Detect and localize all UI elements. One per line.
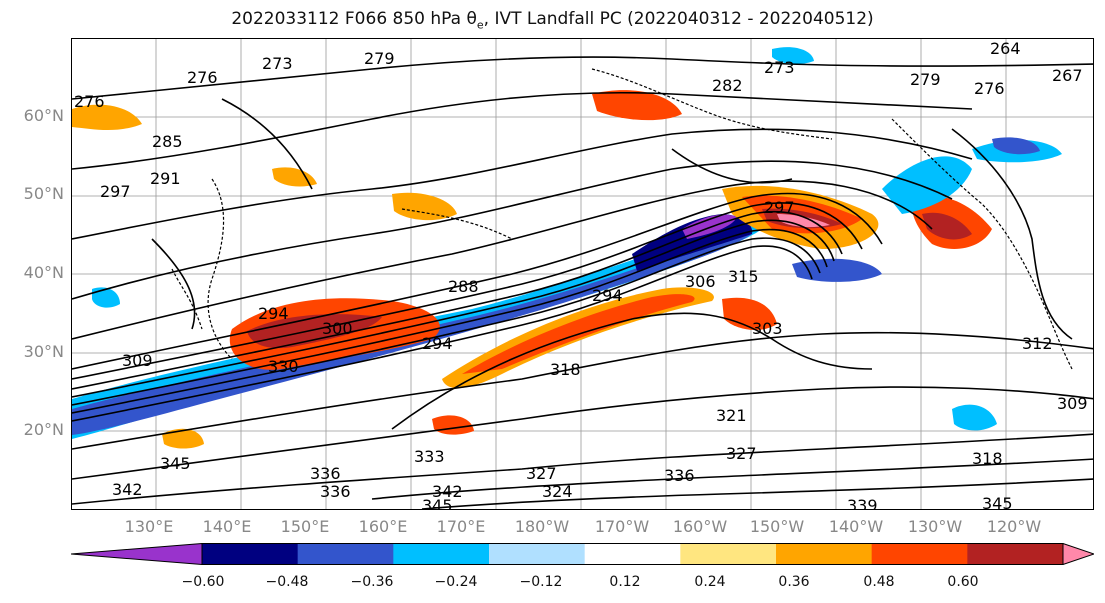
contour-label: 267 — [1052, 66, 1083, 85]
contour-label: 321 — [716, 406, 747, 425]
lon-label: 180°W — [514, 517, 570, 536]
lon-label: 170°W — [594, 517, 650, 536]
lon-label: 170°E — [436, 517, 486, 536]
coastlines — [171, 68, 1073, 370]
contour-label: 318 — [550, 360, 581, 379]
contour-label: 336 — [320, 482, 351, 501]
contour-label: 309 — [1057, 394, 1088, 413]
contour-label: 294 — [258, 304, 289, 323]
colorbar-segment — [967, 543, 1064, 565]
colorbar-segment — [489, 543, 586, 565]
contour-label: 327 — [526, 464, 557, 483]
contour-label: 279 — [364, 49, 395, 68]
contour-label: 276 — [187, 68, 218, 87]
contour-label: 276 — [74, 92, 105, 111]
contour-label: 345 — [422, 496, 453, 510]
contour-label: 300 — [322, 319, 353, 338]
graticule — [72, 39, 1093, 509]
colorbar-tick: −0.36 — [350, 574, 394, 590]
colorbar-segment — [871, 543, 968, 565]
colorbar-tick: −0.24 — [434, 574, 478, 590]
contour-label: 297 — [764, 198, 795, 217]
colorbar-segment — [776, 543, 873, 565]
theta-e-contours — [72, 56, 1093, 509]
colorbar-tick: −0.12 — [519, 574, 563, 590]
contour-label: 282 — [712, 76, 743, 95]
contour-label: 312 — [1022, 334, 1053, 353]
colorbar-segment — [584, 543, 681, 565]
contour-label: 276 — [974, 79, 1005, 98]
colorbar-segment — [202, 543, 299, 565]
colorbar-tick: −0.60 — [181, 574, 225, 590]
contour-label-group: 276 276 273 279 264 267 282 273 276 279 … — [74, 39, 1088, 510]
contour-label: 273 — [262, 54, 293, 73]
colorbar-tick: 0.36 — [778, 574, 810, 590]
lat-label: 60°N — [23, 106, 64, 125]
contour-label: 306 — [685, 272, 716, 291]
contour-label: 336 — [664, 466, 695, 485]
contour-label: 294 — [592, 286, 623, 305]
lon-label: 160°E — [358, 517, 408, 536]
contour-label: 291 — [150, 169, 181, 188]
contour-label: 339 — [847, 496, 878, 510]
contour-label: 336 — [310, 464, 341, 483]
colorbar-extend-low — [71, 543, 202, 565]
lon-label: 130°E — [124, 517, 174, 536]
lon-label: 150°E — [280, 517, 330, 536]
contour-label: 345 — [982, 494, 1013, 510]
ivt-shading — [72, 47, 1062, 449]
colorbar-tick: 0.12 — [609, 574, 641, 590]
colorbar-tick: 0.60 — [947, 574, 979, 590]
lon-label: 150°W — [749, 517, 805, 536]
colorbar-tick: 0.48 — [863, 574, 895, 590]
contour-label: 264 — [990, 39, 1021, 58]
colorbar-extend-high — [1063, 543, 1094, 565]
contour-label: 288 — [448, 277, 479, 296]
contour-label: 333 — [414, 447, 445, 466]
contour-label: 285 — [152, 132, 183, 151]
contour-label: 279 — [910, 70, 941, 89]
colorbar-tick: 0.24 — [694, 574, 726, 590]
lon-label: 140°W — [828, 517, 884, 536]
colorbar-segment — [393, 543, 490, 565]
colorbar-tick: −0.48 — [265, 574, 309, 590]
contour-label: 330 — [268, 357, 299, 376]
contour-label: 315 — [728, 267, 759, 286]
lon-label: 140°E — [202, 517, 252, 536]
map-title: 2022033112 F066 850 hPa θe, IVT Landfall… — [231, 9, 874, 32]
map-panel[interactable]: 276 276 273 279 264 267 282 273 276 279 … — [71, 38, 1094, 510]
contour-label: 318 — [972, 449, 1003, 468]
contour-label: 342 — [112, 480, 143, 499]
lat-label: 40°N — [23, 263, 64, 282]
contour-label: 303 — [752, 319, 783, 338]
contour-label: 273 — [764, 58, 795, 77]
lat-label: 50°N — [23, 184, 64, 203]
contour-label: 309 — [122, 351, 153, 370]
contour-label: 294 — [422, 334, 453, 353]
map-canvas: 276 276 273 279 264 267 282 273 276 279 … — [72, 39, 1093, 510]
lon-label: 130°W — [907, 517, 963, 536]
contour-label: 297 — [100, 182, 131, 201]
colorbar-segment — [297, 543, 394, 565]
lat-label: 30°N — [23, 342, 64, 361]
contour-label: 342 — [432, 482, 463, 501]
contour-label: 324 — [542, 482, 573, 501]
colorbar-segment — [680, 543, 777, 565]
contour-label: 345 — [160, 454, 191, 473]
lat-label: 20°N — [23, 420, 64, 439]
lon-label: 120°W — [986, 517, 1042, 536]
contour-label: 327 — [726, 444, 757, 463]
lon-label: 160°W — [672, 517, 728, 536]
colorbar — [71, 543, 1094, 565]
